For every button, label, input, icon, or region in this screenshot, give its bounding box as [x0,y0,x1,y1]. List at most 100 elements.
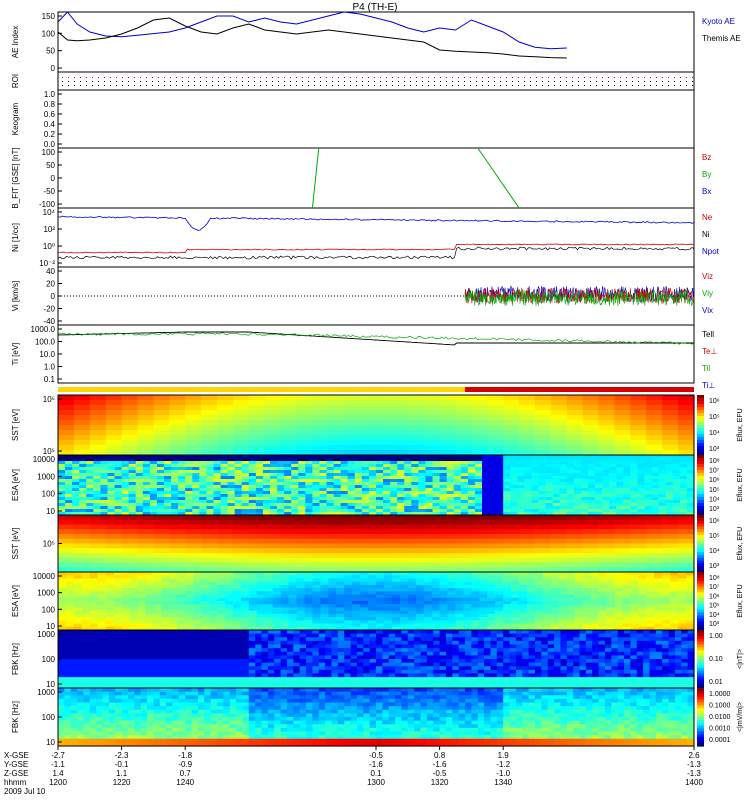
heatmap-cell [64,684,72,689]
heatmap-cell [616,488,624,492]
heatmap-cell [89,680,97,685]
heatmap-cell [105,581,115,586]
heatmap-cell [638,588,647,592]
heatmap-cell [296,519,313,526]
heatmap-cell [503,430,520,436]
heatmap-cell [623,470,631,474]
heatmap-cell [159,659,167,664]
heatmap-cell [248,648,256,653]
heatmap-cell [326,461,335,465]
heatmap-cell [227,488,236,492]
heatmap-cell [482,461,490,465]
heatmap-cell [77,644,85,649]
heatmap-cell [105,617,115,621]
heatmap-cell [646,584,655,589]
heatmap-cell [542,607,552,612]
heatmap-cell [255,470,264,474]
heatmap-cell [264,425,282,431]
heatmap-cell [399,601,409,605]
heatmap-cell [286,630,294,635]
heatmap-cell [73,623,83,628]
heatmap-cell [149,509,158,513]
heatmap-cell [217,680,224,685]
heatmap-cell [121,673,129,678]
heatmap-cell [654,594,663,599]
heatmap-cell [658,494,667,498]
heatmap-cell [524,491,533,495]
heatmap-cell [686,613,695,618]
heatmap-cell [573,491,582,495]
heatmap-cell [644,491,653,495]
heatmap-cell [291,491,299,495]
heatmap-cell [169,591,178,596]
heatmap-cell [217,581,226,586]
heatmap-cell [446,512,455,516]
heatmap-cell [489,464,497,468]
heatmap-cell [503,473,511,477]
heatmap-cell [100,506,109,510]
heatmap-cell [291,512,299,516]
heatmap-cell [588,467,596,471]
heatmap-cell [192,494,200,498]
heatmap-cell [614,610,624,615]
heatmap-cell [318,633,326,638]
heatmap-cell [678,538,695,545]
heatmap-cell [524,467,533,471]
heatmap-cell [496,497,504,501]
heatmap-cell [248,581,258,586]
heatmap-cell [121,553,139,559]
heatmap-cell [81,581,91,586]
heatmap-cell [679,464,688,468]
heatmap-cell [299,637,307,642]
heatmap-cell [376,485,384,489]
heatmap-cell [363,684,371,689]
heatmap-cell [391,557,409,564]
heatmap-cell [318,684,326,689]
heatmap-cell [418,470,427,474]
heatmap-cell [192,497,200,501]
heatmap-cell [527,607,536,612]
heatmap-cell [439,476,448,480]
heatmap-cell [153,613,162,618]
heatmap-cell [439,450,457,456]
heatmap-cell [296,584,306,589]
heatmap-cell [89,677,97,682]
heatmap-cell [153,626,162,631]
heatmap-cell [399,617,409,621]
heatmap-cell [447,617,457,621]
heatmap-cell [96,677,104,682]
heatmap-cell [510,464,518,468]
heatmap-cell [107,461,116,465]
heatmap-cell [248,669,256,675]
heatmap-cell [248,591,258,596]
heatmap-cell [467,512,476,516]
heatmap-cell [298,497,306,501]
heatmap-cell [277,491,285,495]
heatmap-cell [391,400,409,406]
heatmap-cell [527,613,536,618]
heatmap-cell [672,500,681,504]
heatmap-cell [224,584,234,589]
heatmap-cell [129,617,139,621]
heatmap-cell [153,425,170,431]
heatmap-cell [425,461,434,465]
heatmap-cell [471,567,488,573]
heatmap-cell [439,620,449,625]
heatmap-cell [305,488,313,492]
heatmap-cell [140,640,148,646]
heatmap-cell [280,425,298,431]
heatmap-cell [217,617,226,621]
heatmap-cell [105,578,115,583]
heatmap-cell [137,575,147,580]
heatmap-cell [159,651,167,656]
heatmap-cell [391,584,401,589]
heatmap-cell [651,488,660,492]
heatmap-cell [169,529,186,535]
heatmap-cell [360,548,377,554]
heatmap-cell [344,648,352,653]
heatmap-cell [291,494,299,498]
heatmap-cell [97,620,107,625]
heatmap-cell [270,506,278,510]
heatmap-cell [255,461,264,465]
heatmap-cell [595,482,603,486]
